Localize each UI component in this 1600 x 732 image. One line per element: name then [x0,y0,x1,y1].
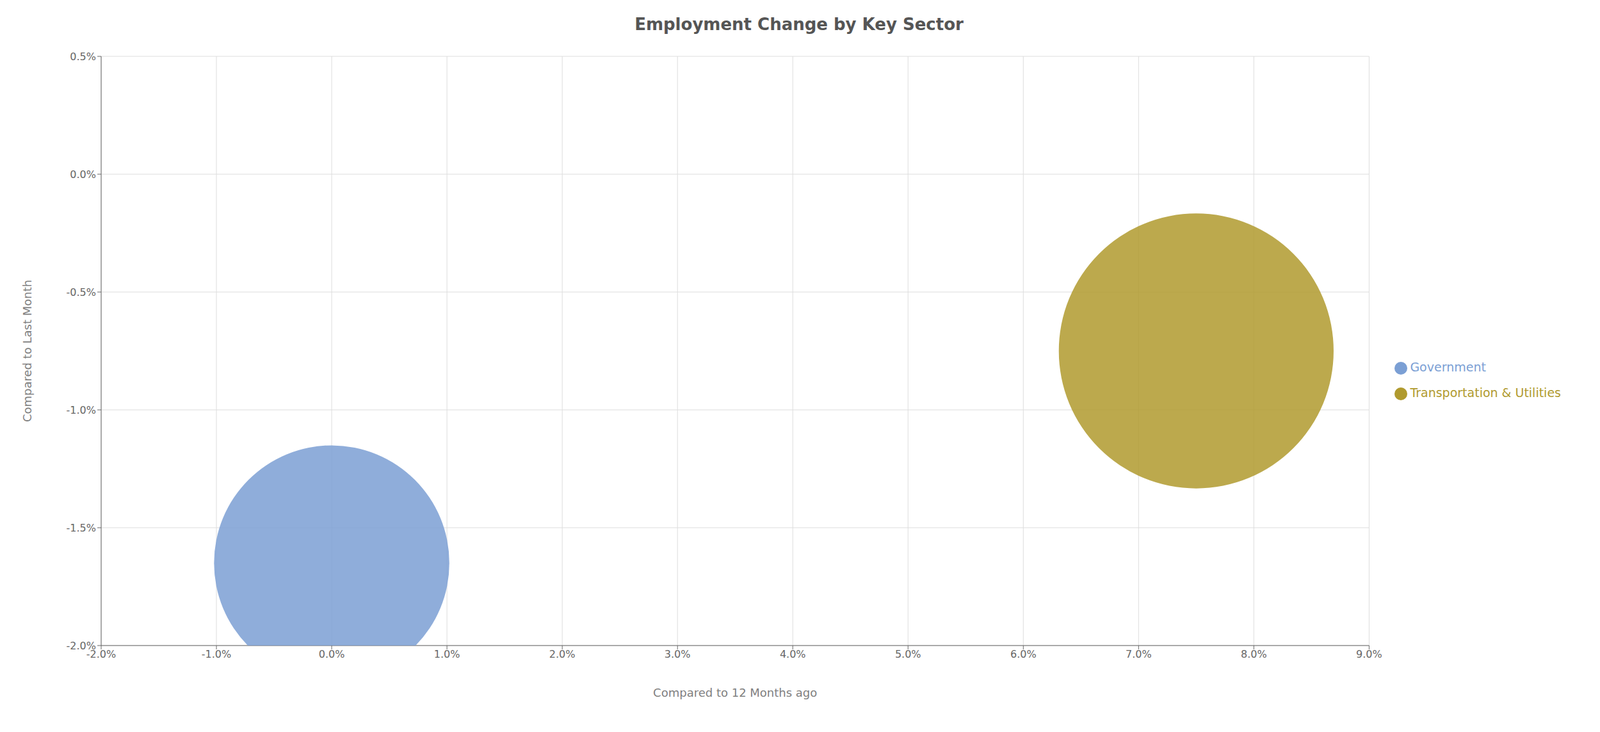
html-text:Transportation & Utilities: Transportation & Utilities [1410,385,1561,400]
svg-text:3.0%: 3.0% [664,647,691,661]
svg-text:2.0%: 2.0% [549,647,576,661]
svg-text:Compared to Last Month: Compared to Last Month [20,279,34,422]
svg-text:1.0%: 1.0% [434,647,461,661]
html-text:Government: Government [1410,359,1486,374]
svg-text:4.0%: 4.0% [779,647,807,661]
svg-text:-2.0%: -2.0% [66,639,97,652]
svg-text:9.0%: 9.0% [1356,647,1383,661]
svg-text:7.0%: 7.0% [1125,647,1152,661]
svg-text:0.0%: 0.0% [318,647,346,661]
svg-text:5.0%: 5.0% [895,647,922,661]
svg-text:-1.0%: -1.0% [66,404,97,417]
svg-text:-2.0%: -2.0% [86,648,117,661]
svg-text:-1.5%: -1.5% [66,521,97,534]
svg-text:-1.0%: -1.0% [201,647,232,661]
svg-text:0.5%: 0.5% [69,50,97,63]
svg-text:0.0%: 0.0% [69,168,97,181]
svg-text:-0.5%: -0.5% [66,286,97,299]
html-text:Employment Change by Key Secto: Employment Change by Key Sector [634,14,964,34]
svg-text:Compared to 12 Months ago: Compared to 12 Months ago [653,685,817,700]
svg-text:6.0%: 6.0% [1010,647,1037,661]
svg-text:8.0%: 8.0% [1240,647,1268,661]
